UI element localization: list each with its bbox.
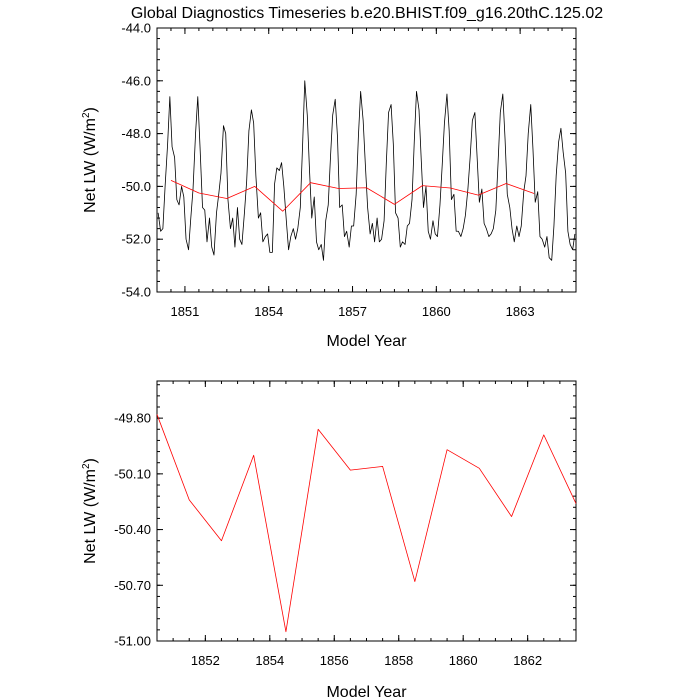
bottom-panel: 1852 1854 1856 1858 1860 1862 -51.00 -50.70 -50.… xyxy=(81,380,577,700)
bottom-x-tick-label: 1860 xyxy=(449,653,478,668)
top-series-line-1 xyxy=(170,179,535,212)
bottom-y-axis-label-main: Net LW (W/m xyxy=(82,469,99,564)
top-y-axis-label: Net LW (W/m2) xyxy=(81,107,99,213)
figure-title: Global Diagnostics Timeseries b.e20.BHIS… xyxy=(131,5,603,22)
bottom-series-line-0 xyxy=(156,414,577,633)
top-y-tick-label: -46.0 xyxy=(121,73,151,88)
bottom-y-tick-label: -51.00 xyxy=(114,634,151,649)
bottom-y-tick-label: -49.80 xyxy=(114,411,151,426)
top-x-tick-label: 1857 xyxy=(338,304,367,319)
bottom-x-axis-label: Model Year xyxy=(326,684,407,700)
top-y-axis-label-sup: 2 xyxy=(81,112,92,118)
bottom-y-tick-label: -50.10 xyxy=(114,466,151,481)
top-y-tick-label: -52.0 xyxy=(121,232,151,247)
top-panel: 1851 1854 1857 1860 1863 -54.0 -52.0 -50.0 -48.0… xyxy=(81,21,577,350)
top-y-axis-label-main: Net LW (W/m xyxy=(82,118,99,213)
top-x-tick-label: 1860 xyxy=(422,304,451,319)
bottom-x-tick-label: 1854 xyxy=(255,653,284,668)
bottom-plot-frame xyxy=(156,380,577,642)
top-y-axis-label-close: ) xyxy=(82,107,99,112)
top-y-tick-label: -50.0 xyxy=(121,179,151,194)
top-x-tick-label: 1851 xyxy=(170,304,199,319)
bottom-y-tick-label: -50.40 xyxy=(114,522,151,537)
bottom-y-tick-label: -50.70 xyxy=(114,578,151,593)
top-y-tick-label: -48.0 xyxy=(121,126,151,141)
bottom-y-axis-label-sup: 2 xyxy=(81,463,92,469)
bottom-x-tick-label: 1856 xyxy=(320,653,349,668)
top-y-tick-label: -54.0 xyxy=(121,285,151,300)
bottom-y-axis-label: Net LW (W/m2) xyxy=(81,458,99,564)
top-plot-frame xyxy=(156,27,577,293)
top-y-tick-label: -44.0 xyxy=(121,21,151,36)
top-x-tick-label: 1863 xyxy=(506,304,535,319)
bottom-y-axis-label-close: ) xyxy=(82,458,99,463)
top-x-axis-label: Model Year xyxy=(326,333,407,350)
bottom-x-tick-label: 1858 xyxy=(384,653,413,668)
bottom-x-tick-label: 1862 xyxy=(513,653,542,668)
bottom-x-tick-label: 1852 xyxy=(191,653,220,668)
top-x-tick-label: 1854 xyxy=(254,304,283,319)
top-series-line-0 xyxy=(157,80,576,261)
